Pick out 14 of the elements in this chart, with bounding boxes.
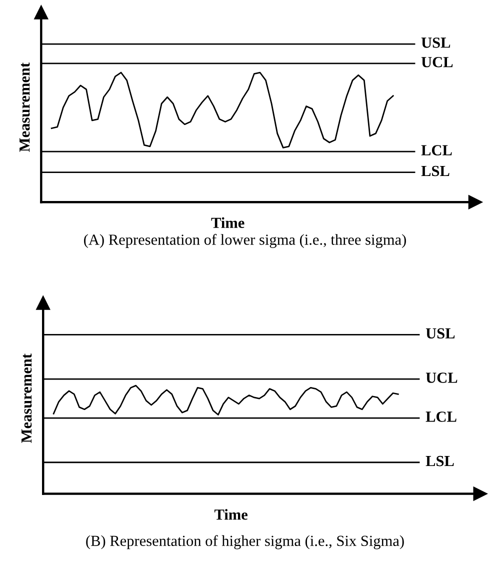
- ref-line-label: LCL: [421, 145, 452, 156]
- ref-line-label: LCL: [426, 412, 456, 422]
- ref-line-label: USL: [426, 328, 455, 339]
- y-axis-title: Measurement: [22, 354, 32, 443]
- x-axis-title: Time: [211, 217, 244, 228]
- x-axis-title: Time: [214, 509, 248, 520]
- ref-line-label: UCL: [426, 372, 458, 383]
- ref-line-label: USL: [421, 38, 450, 48]
- y-axis-title: Measurement: [20, 62, 30, 152]
- ref-line-label: LSL: [426, 456, 454, 466]
- text: (A) Representation of lower sigma (i.e., three sigma): [84, 234, 406, 248]
- text: (B) Representation of higher sigma (i.e., Six Sigma): [86, 535, 404, 550]
- ref-line-label: LSL: [421, 166, 450, 176]
- ref-line-label: UCL: [421, 57, 453, 68]
